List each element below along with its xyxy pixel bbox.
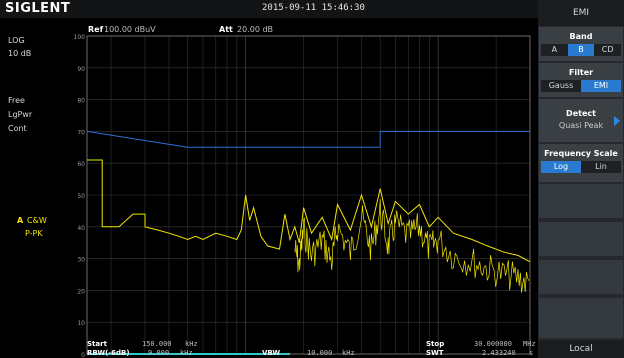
stop-label: Stop [426,340,445,348]
y-tick-label: 100 [74,34,86,41]
filter-softkey[interactable]: Filter Gauss EMI [539,63,623,97]
swt-value: 2.433240 [482,349,516,357]
start-value: 150.000 [142,340,172,348]
limit-line [86,130,530,148]
measurement-trace-noise [294,198,530,293]
band-option-b[interactable]: B [567,44,595,56]
vbw-label: VBW [262,349,281,357]
swt-unit: s [529,349,534,357]
vbw-value: 10.000 [307,349,333,357]
frequency-scale-lin[interactable]: Lin [581,161,621,173]
y-tick-label: 10 [77,320,85,327]
band-title: Band [569,32,593,41]
att-label: Att [219,25,233,34]
traces [86,130,531,355]
left-info-panel: LOG 10 dB Free LgPwr Cont A C&W P-PK [0,18,78,358]
filter-option-emi[interactable]: EMI [581,80,621,92]
date-time: 2015-09-11 15:46:30 [262,3,365,13]
sweep-mode: Cont [8,124,27,133]
trace-letter: A [17,216,24,225]
rbw-label: RBW(-6dB) [87,349,130,357]
frequency-scale-softkey[interactable]: Frequency Scale Log Lin [539,144,623,182]
band-softkey[interactable]: Band A B CD [539,27,623,61]
local-status: Local [538,340,624,358]
filter-title: Filter [568,68,594,77]
detect-title: Detect [566,109,596,118]
start-unit: kHz [185,340,198,348]
bottom-parameter-bar: Start 150.000 kHz Stop 30.000000 MHz RBW… [78,339,538,358]
rbw-value: 9.000 [148,349,170,357]
brand-logo: SIGLENT [5,1,71,16]
y-tick-label: 60 [77,161,85,168]
measurement-trace [87,159,531,263]
empty-softkey-5[interactable] [539,184,623,218]
trace-mode-2: P-PK [25,229,43,238]
band-options: A B CD [541,44,622,56]
filter-options: Gauss EMI [541,80,621,92]
band-option-cd[interactable]: CD [594,44,622,56]
plot-border [86,35,531,355]
filter-option-gauss[interactable]: Gauss [541,80,581,92]
y-tick-label: 20 [77,288,85,295]
scale-type: LOG [8,36,25,45]
ref-value: 100.00 dBuV [104,25,156,34]
average-type: LgPwr [8,110,33,119]
ref-label: Ref [88,25,104,34]
empty-softkey-7[interactable] [539,260,623,294]
trigger-mode: Free [8,96,25,105]
start-label: Start [87,340,107,348]
frequency-scale-log[interactable]: Log [541,161,581,173]
y-tick-label: 30 [77,257,85,264]
y-tick-label: 50 [77,193,85,200]
swt-label: SWT [426,349,444,357]
y-tick-label: 40 [77,225,85,232]
stop-value: 30.000000 [474,340,512,348]
stop-unit: MHz [523,340,536,348]
empty-softkey-6[interactable] [539,222,623,256]
plot-grid [87,36,530,354]
detect-value: Quasi Peak [558,121,604,130]
y-tick-label: 80 [77,98,85,105]
scale-division: 10 dB [8,49,32,58]
y-tick-label: 0 [81,352,85,358]
att-value: 20.00 dB [237,25,273,34]
submenu-arrow-icon [614,116,620,126]
softkey-menu: EMI Band A B CD Filter Gauss EMI Detect … [538,0,624,358]
y-tick-label: 90 [77,66,85,73]
top-status-bar: SIGLENT 2015-09-11 15:46:30 [0,0,538,18]
rbw-unit: kHz [180,349,193,357]
menu-title: EMI [538,0,624,26]
trace-mode-1: C&W [27,216,47,225]
band-option-a[interactable]: A [541,44,568,56]
frequency-scale-options: Log Lin [541,161,621,173]
empty-softkey-8[interactable] [539,298,623,338]
y-tick-label: 70 [77,129,85,136]
detect-softkey[interactable]: Detect Quasi Peak [539,99,623,142]
frequency-scale-title: Frequency Scale [544,149,618,158]
vbw-unit: kHz [342,349,355,357]
